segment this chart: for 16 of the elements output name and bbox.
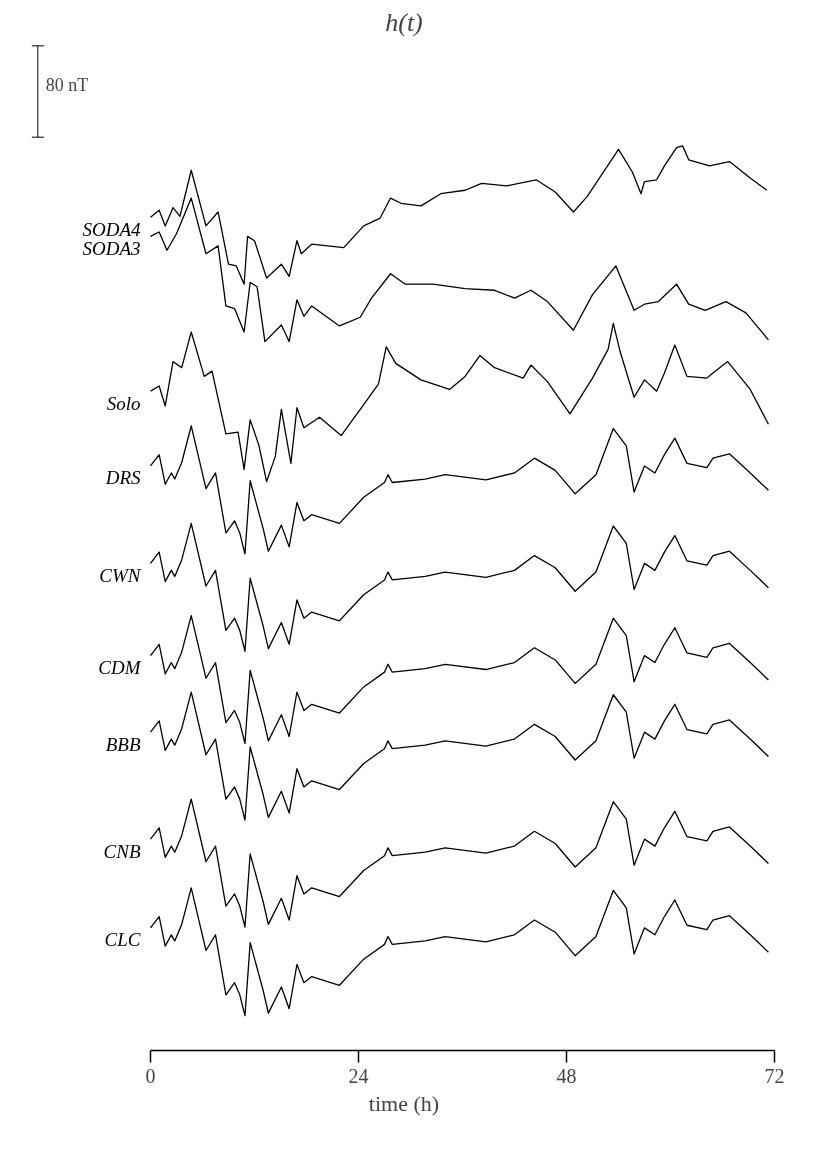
x-tick-label: 48	[556, 1064, 577, 1087]
series-label: DRS	[104, 467, 141, 489]
series-label: SODA4	[82, 218, 141, 240]
series-label: CNB	[103, 840, 141, 862]
x-tick-label: 0	[145, 1064, 156, 1087]
x-tick-label: 24	[348, 1064, 369, 1087]
series-label: Solo	[106, 392, 141, 414]
series-label: CLC	[104, 929, 141, 951]
series-label: CWN	[99, 564, 142, 586]
text: 80 nT	[45, 74, 89, 95]
series-label: CDM	[98, 657, 142, 679]
x-tick-label: 72	[764, 1064, 785, 1087]
series-label: SODA3	[82, 237, 141, 259]
series-label: BBB	[105, 733, 141, 755]
chart-title: h(t)	[385, 7, 423, 37]
x-axis-title: time (h)	[368, 1090, 440, 1116]
